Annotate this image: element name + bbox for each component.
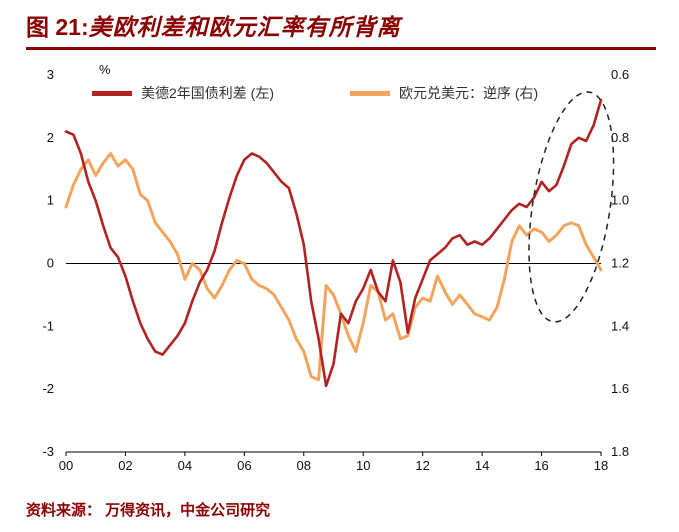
x-tick-label: 08 (297, 458, 311, 473)
chart-legend: 美德2年国债利差 (左) 欧元兑美元：逆序 (右) (0, 84, 679, 102)
x-tick-label: 16 (534, 458, 548, 473)
right-axis-label: 1.8 (611, 444, 629, 459)
right-axis-label: 0.8 (611, 130, 629, 145)
chart-canvas: 00 02 04 06 08 10 12 14 16 183210-1-2-30.60.81.01… (42, 67, 629, 473)
x-tick-label: 06 (237, 458, 251, 473)
source-note: 资料来源： 万得资讯，中金公司研究 (26, 502, 271, 519)
right-axis-label: 1.2 (611, 256, 629, 271)
legend-label-spread: 美德2年国债利差 (左) (141, 85, 274, 101)
legend-swatch-fx (350, 90, 390, 96)
left-axis-label: 2 (47, 130, 54, 145)
series-line-fx (64, 152, 603, 382)
legend-swatch-spread (92, 90, 132, 96)
x-tick-label: 02 (118, 458, 132, 473)
left-axis-label: 3 (47, 67, 54, 82)
left-axis-label: -1 (42, 318, 54, 333)
divergence-ellipse (528, 91, 615, 323)
left-axis-label: 1 (47, 193, 54, 208)
x-tick-label: 10 (356, 458, 370, 473)
legend-item-spread: 美德2年国债利差 (左) (92, 84, 274, 102)
figure-title: 图 21: 美欧利差和欧元汇率有所背离 (26, 8, 656, 42)
right-axis-label: 1.4 (611, 318, 629, 333)
right-axis-label: 1.0 (611, 193, 629, 208)
x-tick-label: 12 (415, 458, 429, 473)
left-axis-unit-label: % (99, 62, 111, 77)
left-axis-label: -2 (42, 381, 54, 396)
series-line-spread (64, 98, 603, 388)
figure-title-prefix: 图 21: (26, 14, 89, 40)
title-underline (26, 47, 656, 50)
legend-label-fx: 欧元兑美元：逆序 (右) (399, 85, 539, 101)
left-axis-label: 0 (47, 256, 54, 271)
left-axis-label: -3 (42, 444, 54, 459)
legend-item-fx: 欧元兑美元：逆序 (右) (350, 84, 538, 102)
figure-title-main: 美欧利差和欧元汇率有所背离 (88, 14, 401, 40)
x-tick-label: 04 (178, 458, 192, 473)
right-axis-label: 1.6 (611, 381, 629, 396)
x-tick-label: 00 (59, 458, 73, 473)
figure-header: 图 21: 美欧利差和欧元汇率有所背离 (26, 8, 656, 50)
x-tick-label: 14 (475, 458, 489, 473)
x-tick-label: 18 (594, 458, 608, 473)
right-axis-label: 0.6 (611, 67, 629, 82)
